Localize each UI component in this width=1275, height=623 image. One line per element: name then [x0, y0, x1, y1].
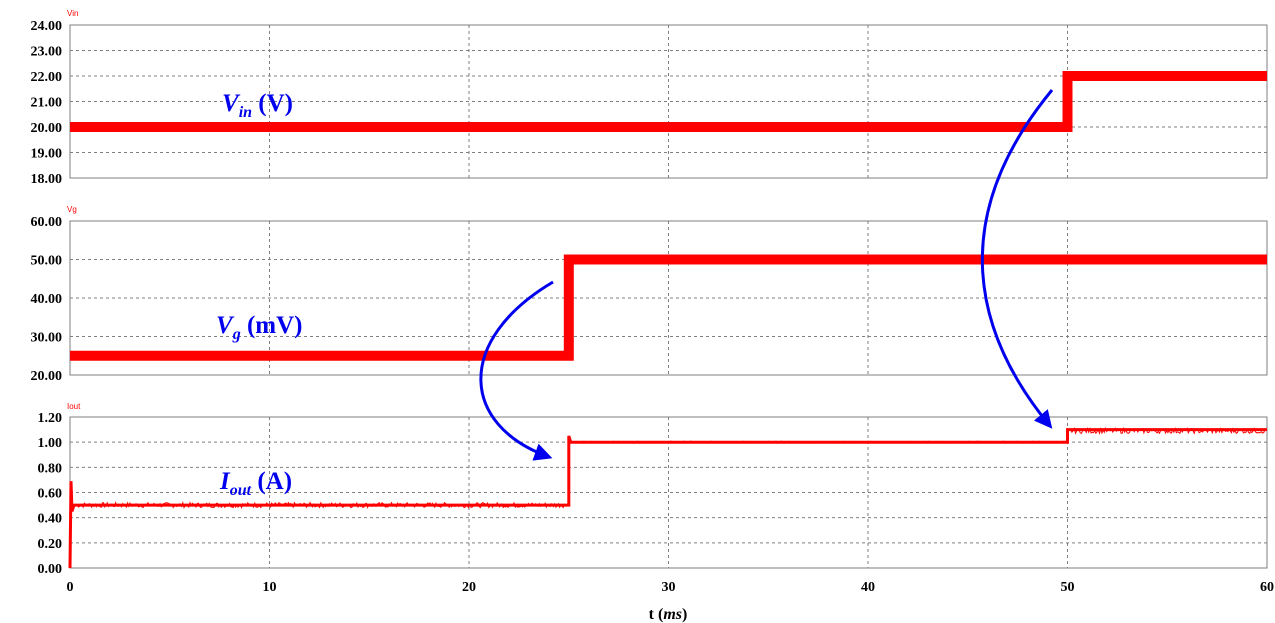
- iout-ripple-2: [1069, 426, 1267, 435]
- iout-panel-tag: Iout: [67, 402, 81, 411]
- vin-trace: [70, 71, 1267, 132]
- vg-trace: [70, 254, 1267, 361]
- vin-ytick-label: 21.00: [31, 96, 63, 111]
- vg-annotation-subscript: g: [232, 326, 241, 343]
- iout-trace: [68, 428, 1267, 569]
- vg-panel: Vg 20.00 30.00 40.00 50.00 60.00 Vg (mV): [31, 205, 1268, 384]
- vin-plot-frame: [69, 24, 1268, 179]
- vin-ytick-label: 23.00: [31, 45, 63, 60]
- iout-annotation-subscript: out: [230, 482, 252, 499]
- vg-ytick-label: 50.00: [31, 254, 63, 269]
- x-axis-label-main: t (: [649, 606, 664, 623]
- iout-ytick-label: 1.00: [38, 436, 63, 451]
- iout-panel: Iout 0.00 0.20 0.40 0.60 0.80 1.00 1.20 Iout (…: [38, 402, 1268, 577]
- iout-ytick-label: 1.20: [38, 411, 63, 426]
- x-tick-label: 10: [263, 580, 277, 595]
- x-tick-label: 60: [1260, 580, 1274, 595]
- x-axis-label-close: ): [682, 606, 687, 623]
- vin-ytick-label: 24.00: [31, 19, 63, 34]
- x-tick-label: 50: [1061, 580, 1075, 595]
- x-axis-ticks: 0 10 20 30 40 50 60: [67, 580, 1275, 595]
- vg-ytick-label: 20.00: [31, 369, 63, 384]
- iout-ytick-label: 0.40: [38, 512, 63, 527]
- vin-ytick-label: 18.00: [31, 172, 63, 187]
- vin-panel-tag: Vin: [67, 9, 78, 18]
- vg-ytick-label: 60.00: [31, 215, 63, 230]
- vg-to-iout-arrow: [479, 280, 554, 461]
- iout-ytick-label: 0.60: [38, 487, 63, 502]
- vin-ytick-label: 20.00: [31, 121, 63, 136]
- x-axis-label: t (ms): [649, 606, 688, 623]
- vin-annotation-subscript: in: [239, 104, 252, 121]
- iout-annotation: Iout (A): [219, 468, 292, 499]
- vg-annotation: Vg (mV): [216, 312, 302, 343]
- vin-to-iout-arrow: [980, 89, 1054, 429]
- iout-annotation-unit: (A): [251, 468, 292, 495]
- vg-annotation-symbol: V: [216, 312, 235, 339]
- x-tick-label: 20: [462, 580, 476, 595]
- x-axis-label-unit: ms: [663, 606, 682, 623]
- iout-ripple-0: [75, 501, 566, 509]
- vin-annotation-unit: (V): [252, 90, 293, 117]
- vg-panel-tag: Vg: [67, 205, 77, 214]
- vg-plot-frame: [69, 220, 1268, 376]
- vg-annotation-unit: (mV): [241, 312, 303, 339]
- iout-ripple-1: [570, 440, 1066, 444]
- x-tick-label: 40: [861, 580, 875, 595]
- vin-ytick-label: 19.00: [31, 147, 63, 162]
- iout-ytick-label: 0.20: [38, 537, 63, 552]
- vin-ytick-label: 22.00: [31, 70, 63, 85]
- vg-ytick-label: 40.00: [31, 292, 63, 307]
- vin-panel: Vin 18.0019.0020.0021.0022.0023.0024.00 …: [31, 9, 1268, 187]
- x-tick-label: 0: [67, 580, 74, 595]
- iout-ytick-label: 0.00: [38, 562, 63, 577]
- iout-annotation-symbol: I: [219, 468, 231, 495]
- iout-ytick-label: 0.80: [38, 461, 63, 476]
- x-tick-label: 30: [662, 580, 676, 595]
- vin-annotation-symbol: V: [222, 90, 241, 117]
- vg-ytick-label: 30.00: [31, 331, 63, 346]
- vin-annotation: Vin (V): [222, 90, 293, 121]
